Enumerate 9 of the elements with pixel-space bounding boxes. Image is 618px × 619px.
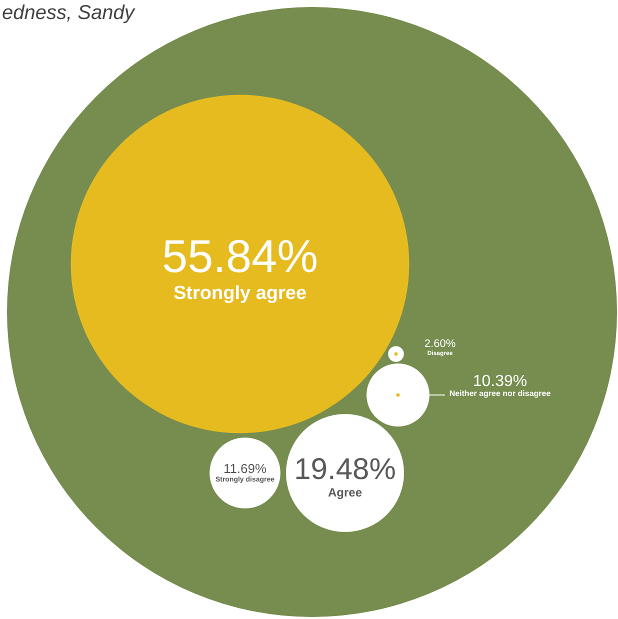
data-label: 11.69% bbox=[223, 461, 267, 476]
category-label: Neither agree nor disagree bbox=[449, 388, 552, 398]
text: edness, Sandy bbox=[2, 2, 136, 24]
data-label: 10.39% bbox=[472, 373, 528, 390]
data-label: 55.84% bbox=[162, 230, 318, 282]
category-label: Strongly agree bbox=[173, 282, 307, 304]
data-label: 2.60% bbox=[424, 338, 456, 350]
category-label: Agree bbox=[328, 486, 362, 500]
data-label: 19.48% bbox=[294, 453, 396, 486]
